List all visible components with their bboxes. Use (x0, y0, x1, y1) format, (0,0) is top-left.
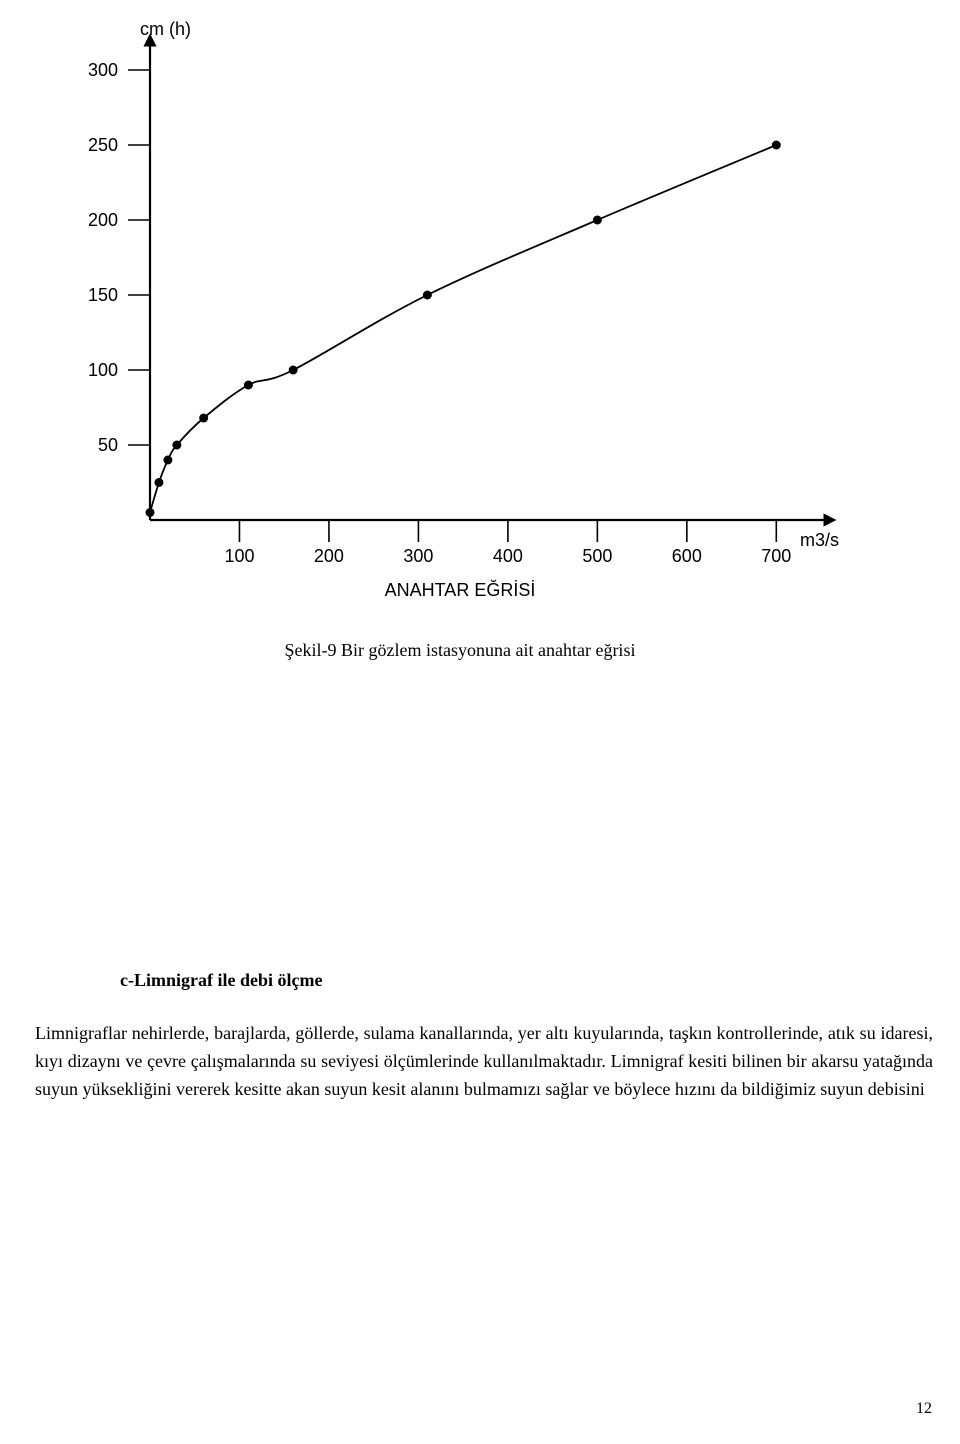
y-tick-label: 250 (78, 135, 118, 156)
x-tick-label: 300 (398, 546, 438, 567)
y-tick-label: 300 (78, 60, 118, 81)
section-heading: c-Limnigraf ile debi ölçme (120, 970, 322, 991)
x-tick-label: 100 (219, 546, 259, 567)
x-tick-label: 700 (756, 546, 796, 567)
x-axis-unit: m3/s (800, 530, 839, 551)
figure-caption: Şekil-9 Bir gözlem istasyonuna ait anaht… (60, 640, 860, 661)
y-tick-label: 200 (78, 210, 118, 231)
y-tick-label: 100 (78, 360, 118, 381)
x-tick-label: 200 (309, 546, 349, 567)
x-tick-label: 400 (488, 546, 528, 567)
body-paragraph: Limnigraflar nehirlerde, barajlarda, göl… (35, 1020, 933, 1104)
x-tick-label: 500 (577, 546, 617, 567)
y-tick-label: 150 (78, 285, 118, 306)
x-tick-label: 600 (667, 546, 707, 567)
page: cm (h) 50100150200250300 100200300400500… (0, 0, 960, 1444)
rating-curve-chart: cm (h) 50100150200250300 100200300400500… (60, 20, 860, 660)
chart-svg (60, 20, 860, 580)
y-tick-label: 50 (78, 435, 118, 456)
chart-subtitle: ANAHTAR EĞRİSİ (60, 580, 860, 601)
page-number: 12 (916, 1400, 932, 1418)
